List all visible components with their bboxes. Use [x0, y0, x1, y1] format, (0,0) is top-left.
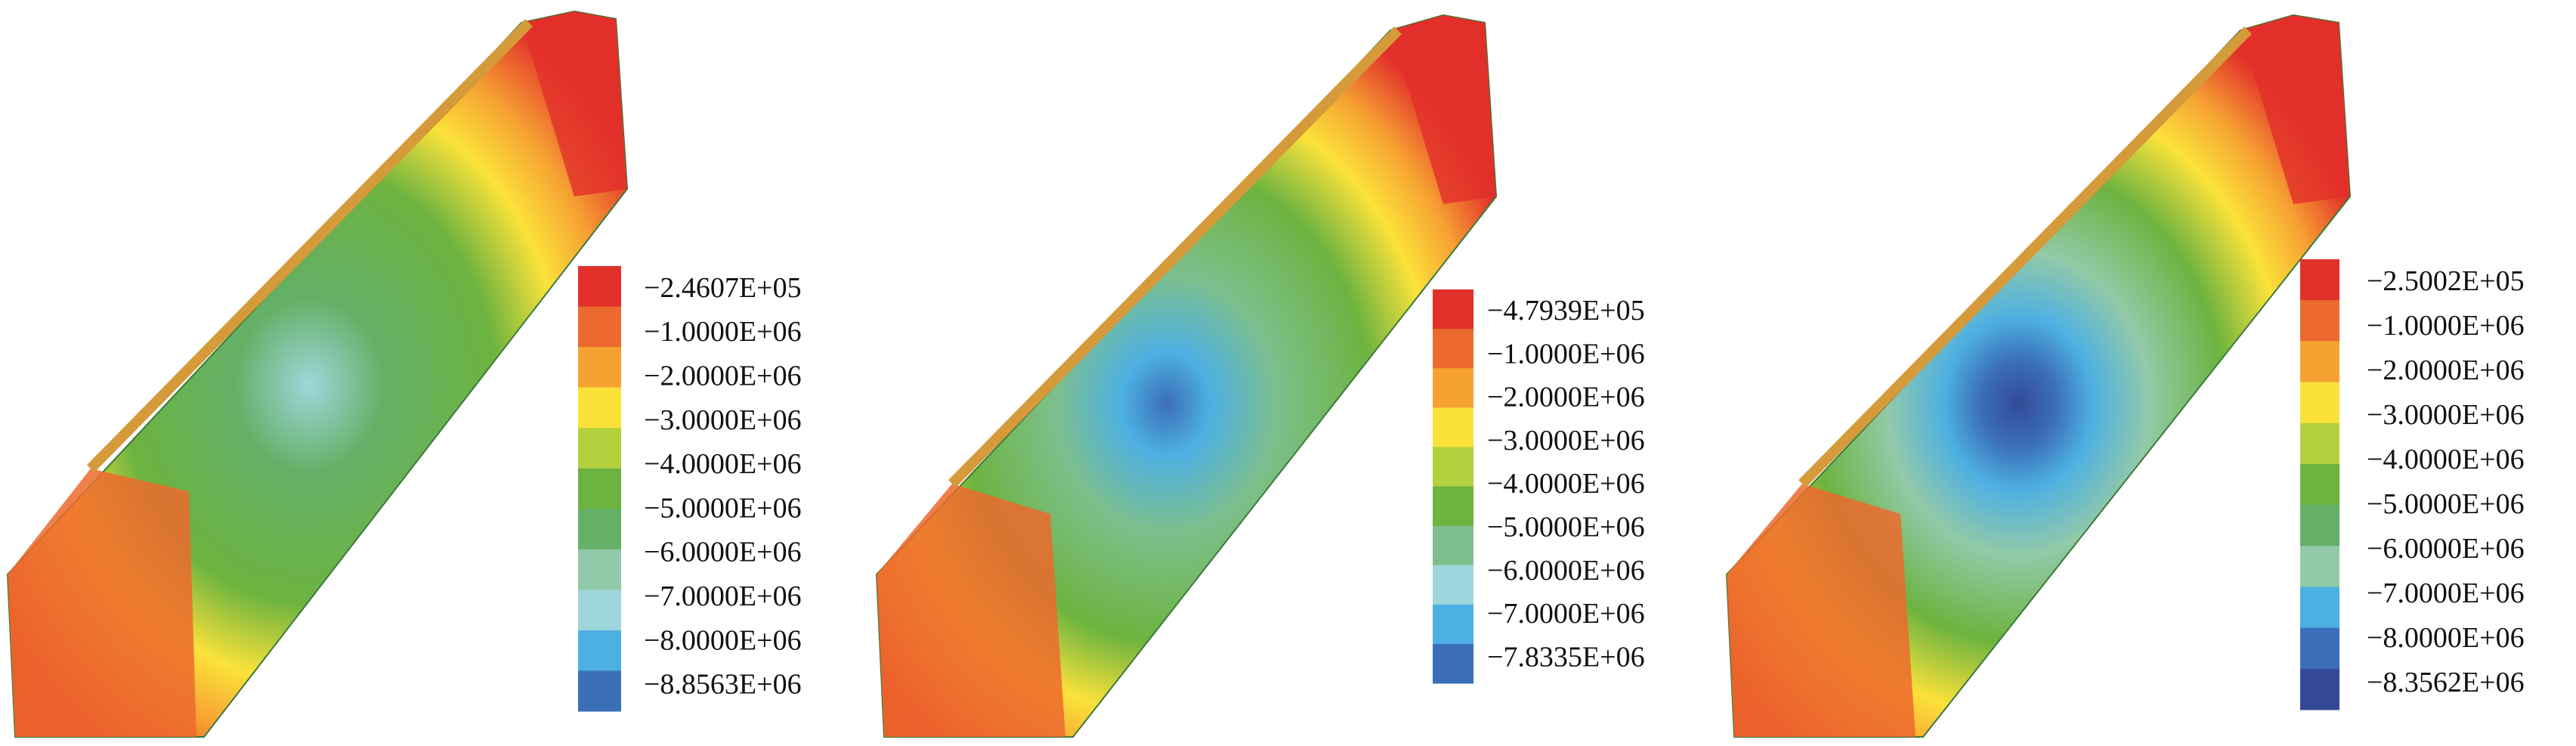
legend-swatch [2300, 300, 2339, 342]
legend-swatch [2300, 587, 2339, 629]
legend-label: −8.3562E+06 [2367, 667, 2525, 698]
legend-swatch [2300, 668, 2339, 710]
legend-swatch [578, 387, 621, 429]
legend-label: −8.0000E+06 [2367, 622, 2525, 654]
legend-label: −2.0000E+06 [1487, 382, 1645, 413]
legend-label: −7.8335E+06 [1487, 641, 1645, 673]
legend-swatch [1433, 604, 1474, 645]
legend-label: −8.0000E+06 [644, 624, 802, 656]
legend-label: −5.0000E+06 [2367, 488, 2525, 520]
legend-label: −4.7939E+05 [1487, 295, 1645, 327]
legend-swatch [578, 549, 621, 590]
legend-label: −6.0000E+06 [2367, 533, 2525, 565]
legend-swatch [2300, 463, 2339, 506]
legend-label: −2.0000E+06 [2367, 354, 2525, 386]
legend-label: −1.0000E+06 [1487, 338, 1645, 370]
legend-swatch [2300, 546, 2339, 587]
legend-label: −8.8563E+06 [644, 669, 802, 701]
legend-swatch [578, 468, 621, 509]
legend-swatch [2300, 341, 2339, 383]
legend-swatch [1433, 643, 1474, 684]
beam-2 [875, 14, 1498, 738]
legend-label: −4.0000E+06 [644, 448, 802, 480]
legend-label: −5.0000E+06 [644, 492, 802, 524]
beam-1 [6, 10, 629, 738]
legend-label: −2.0000E+06 [644, 360, 802, 392]
legend-label: −3.0000E+06 [2367, 399, 2525, 431]
legend-swatch [1433, 525, 1474, 566]
legend-swatch [578, 670, 621, 712]
legend-swatch [1433, 486, 1474, 527]
legend-swatch [1433, 565, 1474, 605]
legend-swatch [2300, 627, 2339, 670]
legend-label: −6.0000E+06 [644, 537, 802, 568]
legend-swatch [1433, 289, 1474, 330]
legend-label: −6.0000E+06 [1487, 555, 1645, 587]
legend-swatch [578, 347, 621, 388]
legend-swatch [2300, 423, 2339, 465]
legend-label: −1.0000E+06 [644, 316, 802, 348]
legend-label: −2.4607E+05 [644, 272, 802, 304]
legend-swatch [1433, 447, 1474, 487]
legend-swatch [578, 590, 621, 631]
legend-swatch [578, 630, 621, 671]
legend-swatch [2300, 382, 2339, 424]
legend-label: −7.0000E+06 [1487, 598, 1645, 630]
legend-swatch [578, 306, 621, 348]
legend-swatch [1433, 329, 1474, 369]
legend-label: −7.0000E+06 [2367, 577, 2525, 609]
legend-label: −4.0000E+06 [1487, 468, 1645, 500]
legend-label: −5.0000E+06 [1487, 512, 1645, 543]
legend-swatch [578, 428, 621, 469]
legend-swatch [578, 509, 621, 550]
legend-label: −3.0000E+06 [644, 404, 802, 436]
legend-swatch [2300, 505, 2339, 546]
legend-label: −7.0000E+06 [644, 580, 802, 612]
legend-label: −1.0000E+06 [2367, 310, 2525, 342]
legend-label: −3.0000E+06 [1487, 425, 1645, 457]
legend-swatch [578, 266, 621, 308]
beam-3 [1725, 14, 2352, 738]
legend-swatch [1433, 368, 1474, 408]
legend-swatch [1433, 407, 1474, 447]
legend-label: −4.0000E+06 [2367, 444, 2525, 475]
legend-label: −2.5002E+05 [2367, 265, 2525, 297]
legend-swatch [2300, 259, 2339, 301]
